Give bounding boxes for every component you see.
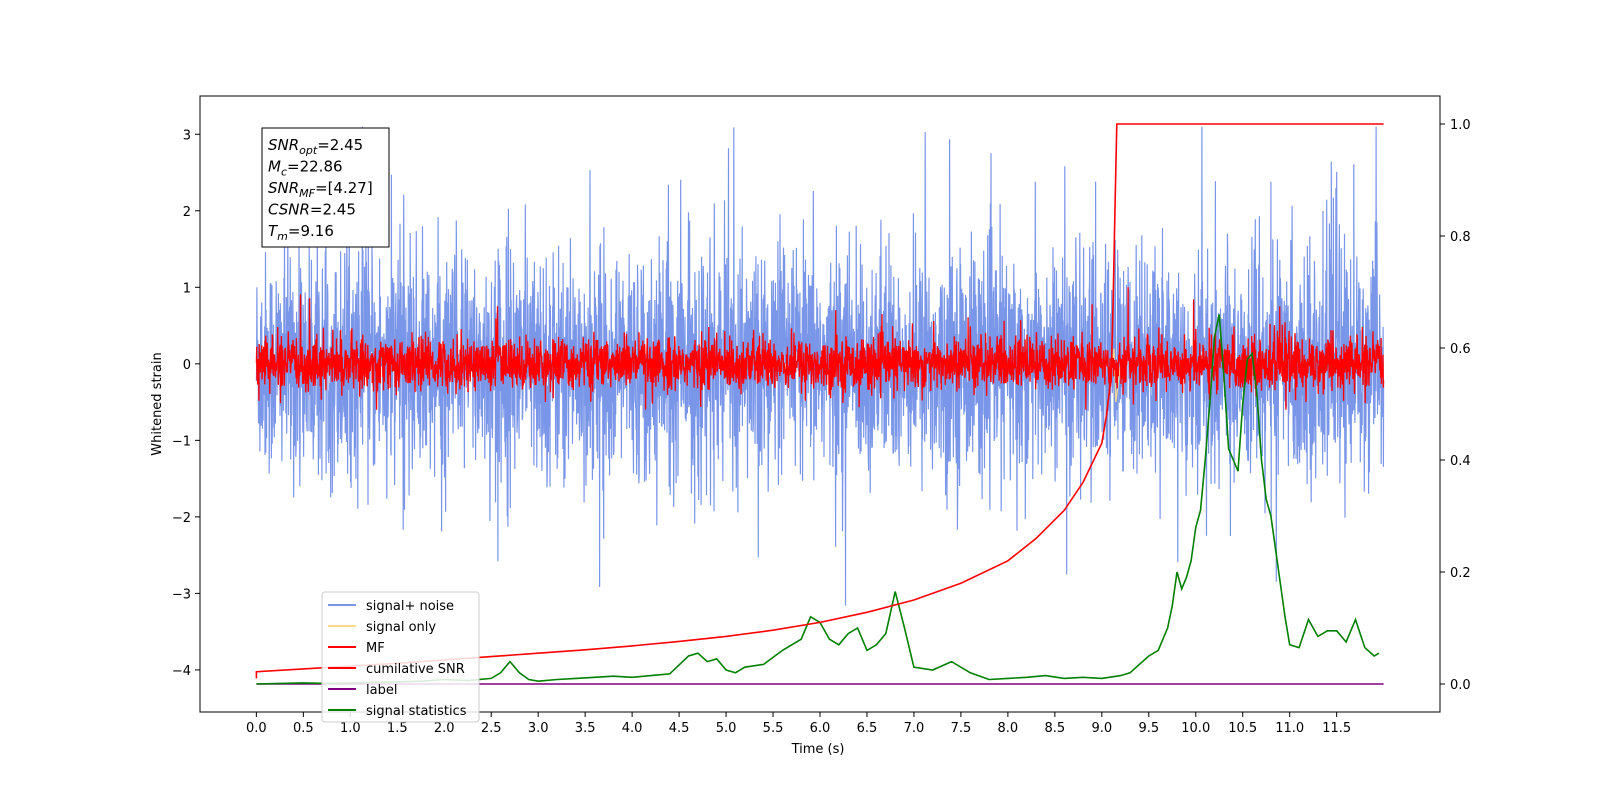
y-tick-label: −1 [172, 434, 191, 449]
x-tick-label: 6.5 [857, 721, 878, 736]
annotation-line: Mc=22.86 [268, 158, 343, 179]
legend-entry: signal statistics [366, 704, 467, 719]
y2-tick-label: 0.8 [1450, 230, 1471, 245]
legend-entry: cumilative SNR [366, 662, 465, 677]
x-tick-label: 6.0 [810, 721, 831, 736]
y2-tick-label: 0.0 [1450, 678, 1471, 693]
x-tick-label: 3.0 [528, 721, 549, 736]
x-tick-label: 8.5 [1045, 721, 1066, 736]
y-tick-label: −2 [172, 511, 191, 526]
annotation-box: SNRopt=2.45Mc=22.86SNRMF=[4.27]CSNR=2.45… [261, 127, 390, 248]
y2-tick-label: 0.6 [1450, 342, 1471, 357]
x-axis-label: Time (s) [791, 742, 845, 757]
annotation-value: =22.86 [287, 158, 343, 176]
annotation-symbol: SNR [268, 136, 299, 154]
annotation-subscript: m [277, 230, 288, 243]
legend-entry: label [366, 683, 397, 698]
y-tick-label: −3 [172, 587, 191, 602]
x-tick-label: 3.5 [575, 721, 596, 736]
annotation-value: =[4.27] [315, 179, 373, 197]
x-tick-label: 11.0 [1275, 721, 1304, 736]
y-tick-label: −4 [172, 664, 191, 679]
y-tick-label: 0 [183, 358, 191, 373]
annotation-symbol: CSNR [268, 201, 310, 219]
annotation-symbol: T [268, 222, 279, 240]
x-tick-label: 5.5 [763, 721, 784, 736]
signal-statistics-line [256, 314, 1380, 685]
y2-tick-label: 1.0 [1450, 118, 1471, 133]
x-axis-ticks: 0.0 0.5 1.0 1.5 2.0 2.5 3.0 3.5 4.0 4.5 5.0 5.5 6.0 6… [246, 712, 1351, 736]
x-tick-label: 8.0 [998, 721, 1019, 736]
y-tick-label: 1 [183, 281, 191, 296]
legend-entry: signal+ noise [366, 599, 454, 614]
annotation-line: SNRMF=[4.27] [268, 179, 373, 200]
annotation-line: Tm=9.16 [268, 222, 334, 243]
x-tick-label: 0.5 [293, 721, 314, 736]
y-axis-ticks: −4 −3 −2 −1 0 1 2 3 [172, 128, 200, 679]
legend-frame [321, 591, 480, 723]
y2-axis-ticks: 0.0 0.2 0.4 0.6 0.8 1.0 [1440, 118, 1471, 693]
x-tick-label: 7.5 [951, 721, 972, 736]
annotation-subscript: MF [299, 187, 315, 200]
x-tick-label: 1.5 [387, 721, 408, 736]
x-tick-label: 2.5 [481, 721, 502, 736]
y2-tick-label: 0.4 [1450, 454, 1471, 469]
y-tick-label: 2 [183, 205, 191, 220]
legend-entry: signal only [366, 620, 436, 635]
x-tick-label: 9.5 [1138, 721, 1159, 736]
annotation-symbol: SNR [268, 179, 299, 197]
x-tick-label: 7.0 [904, 721, 925, 736]
annotation-frame [261, 127, 390, 248]
x-tick-label: 1.0 [340, 721, 361, 736]
annotation-value: =2.45 [310, 201, 356, 219]
x-tick-label: 0.0 [246, 721, 267, 736]
x-tick-label: 10.5 [1228, 721, 1257, 736]
x-tick-label: 5.0 [716, 721, 737, 736]
annotation-value: =9.16 [288, 222, 334, 240]
x-tick-label: 4.5 [669, 721, 690, 736]
annotation-line: SNRopt=2.45 [268, 136, 363, 157]
annotation-symbol: M [268, 158, 281, 176]
legend-entry: MF [366, 641, 385, 656]
annotation-subscript: opt [299, 144, 318, 157]
y2-tick-label: 0.2 [1450, 566, 1471, 581]
annotation-line: CSNR=2.45 [268, 201, 356, 219]
x-tick-label: 4.0 [622, 721, 643, 736]
x-tick-label: 10.0 [1181, 721, 1210, 736]
legend: signal+ noise signal only MF cumilative SNR… [321, 591, 480, 723]
y-tick-label: 3 [183, 128, 191, 143]
mf-line [255, 287, 1385, 410]
y-axis-label: Whitened strain [150, 352, 165, 455]
annotation-subscript: c [281, 166, 287, 179]
annotation-value: =2.45 [317, 136, 363, 154]
x-tick-label: 11.5 [1322, 721, 1351, 736]
x-tick-label: 9.0 [1091, 721, 1112, 736]
x-tick-label: 2.0 [434, 721, 455, 736]
